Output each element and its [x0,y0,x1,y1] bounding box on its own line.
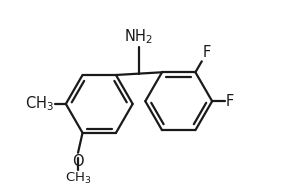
Text: CH$_3$: CH$_3$ [25,95,54,113]
Text: F: F [226,94,234,109]
Text: CH$_3$: CH$_3$ [65,171,91,186]
Text: O: O [72,154,84,169]
Text: F: F [203,45,211,60]
Text: NH$_2$: NH$_2$ [124,27,153,46]
